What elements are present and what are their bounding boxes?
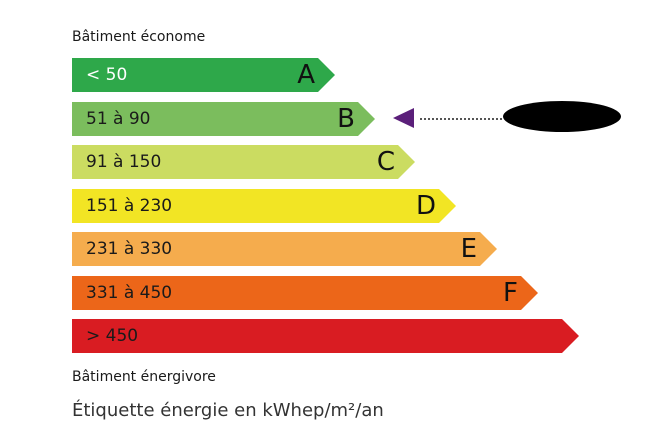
range-label: 91 à 150 [86,152,162,172]
class-bar-c: 91 à 150 C [72,145,415,179]
class-bar-f: 331 à 450 F [72,276,538,310]
range-label: 231 à 330 [86,239,173,259]
top-caption: Bâtiment économe [72,29,206,45]
bottom-caption: Bâtiment énergivore [72,369,216,385]
range-label: 331 à 450 [86,283,173,303]
class-letter: F [503,278,518,308]
class-bar-a: < 50 A [72,58,335,92]
class-letter: A [297,60,315,90]
class-bar-g: > 450 [72,319,579,353]
class-letter: B [337,104,355,134]
class-bar-b: 51 à 90 B [72,102,375,136]
redacted-value [503,101,621,132]
class-letter: E [460,234,477,264]
dotted-leader-line [420,118,502,120]
class-bar-d: 151 à 230 D [72,189,456,223]
class-letter: C [376,147,395,177]
class-letter: D [415,191,436,221]
range-label: 151 à 230 [86,196,173,216]
range-label: < 50 [86,65,128,85]
range-label: 51 à 90 [86,109,151,129]
label-footer: Étiquette énergie en kWhep/m²/an [72,400,384,421]
rating-arrow-icon [393,108,414,128]
class-bar-e: 231 à 330 E [72,232,497,266]
range-label: > 450 [86,326,139,346]
